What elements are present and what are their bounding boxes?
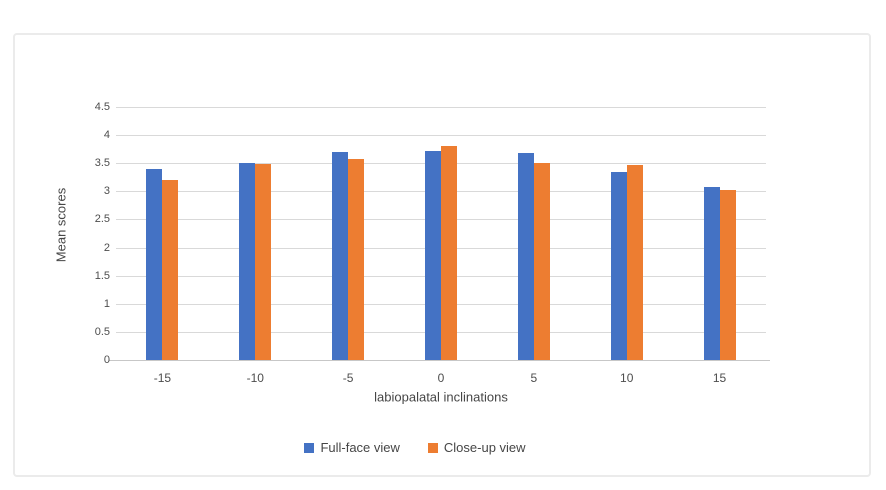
x-tick-label: 5 — [530, 371, 538, 385]
bar-group-15 — [673, 107, 766, 360]
plot-area — [109, 107, 770, 361]
x-tick-label: -5 — [342, 371, 354, 385]
legend-swatch-close-up-view — [427, 442, 438, 453]
legend: Full-face view Close-up view — [0, 440, 830, 455]
bar-group--15 — [116, 107, 209, 360]
bar-close-up-view — [719, 190, 736, 360]
y-tick-label: 0.5 — [94, 325, 110, 338]
bar-full-face-view — [517, 153, 534, 360]
x-tick-label: 10 — [620, 371, 634, 385]
x-tick-label: -10 — [246, 371, 264, 385]
legend-label-full-face-view: Full-face view — [320, 440, 400, 455]
bar-close-up-view — [440, 146, 457, 360]
bar-group-0 — [395, 107, 488, 360]
legend-swatch-full-face-view — [304, 442, 315, 453]
legend-label-close-up-view: Close-up view — [443, 440, 526, 455]
bar-close-up-view — [348, 159, 365, 360]
bar-group-10 — [580, 107, 673, 360]
y-tick-label: 3 — [103, 185, 110, 198]
bar-close-up-view — [255, 164, 272, 360]
bar-full-face-view — [703, 186, 720, 360]
gridline — [116, 135, 766, 137]
y-tick-label: 4.5 — [94, 101, 110, 113]
y-tick-label: 3.5 — [94, 157, 110, 170]
bar-group-5 — [487, 107, 580, 360]
x-tick-label: 15 — [712, 371, 727, 385]
bar-full-face-view — [146, 168, 163, 360]
y-tick-label: 1 — [103, 297, 110, 310]
bar-full-face-view — [239, 162, 256, 360]
legend-item-full-face-view: Full-face view — [304, 440, 400, 455]
bar-group--10 — [209, 107, 302, 360]
y-tick-label: 1.5 — [94, 269, 110, 282]
bar-full-face-view — [332, 151, 349, 360]
x-axis-line — [109, 360, 770, 361]
y-tick-label: 4 — [103, 129, 110, 142]
bar-close-up-view — [533, 163, 550, 360]
bar-full-face-view — [424, 151, 441, 360]
bar-close-up-view — [626, 164, 643, 360]
x-axis-title: labiopalatal inclinations — [374, 389, 508, 405]
bar-full-face-view — [610, 171, 627, 360]
gridline — [116, 107, 766, 108]
y-tick-label: 2.5 — [94, 213, 110, 226]
x-tick-label: 0 — [437, 371, 445, 385]
bar-group--5 — [302, 107, 395, 360]
y-tick-label: 0 — [103, 354, 110, 366]
y-tick-label: 2 — [103, 241, 110, 254]
bar-close-up-view — [162, 180, 179, 360]
legend-item-close-up-view: Close-up view — [427, 440, 526, 455]
x-tick-label: -15 — [153, 371, 172, 385]
